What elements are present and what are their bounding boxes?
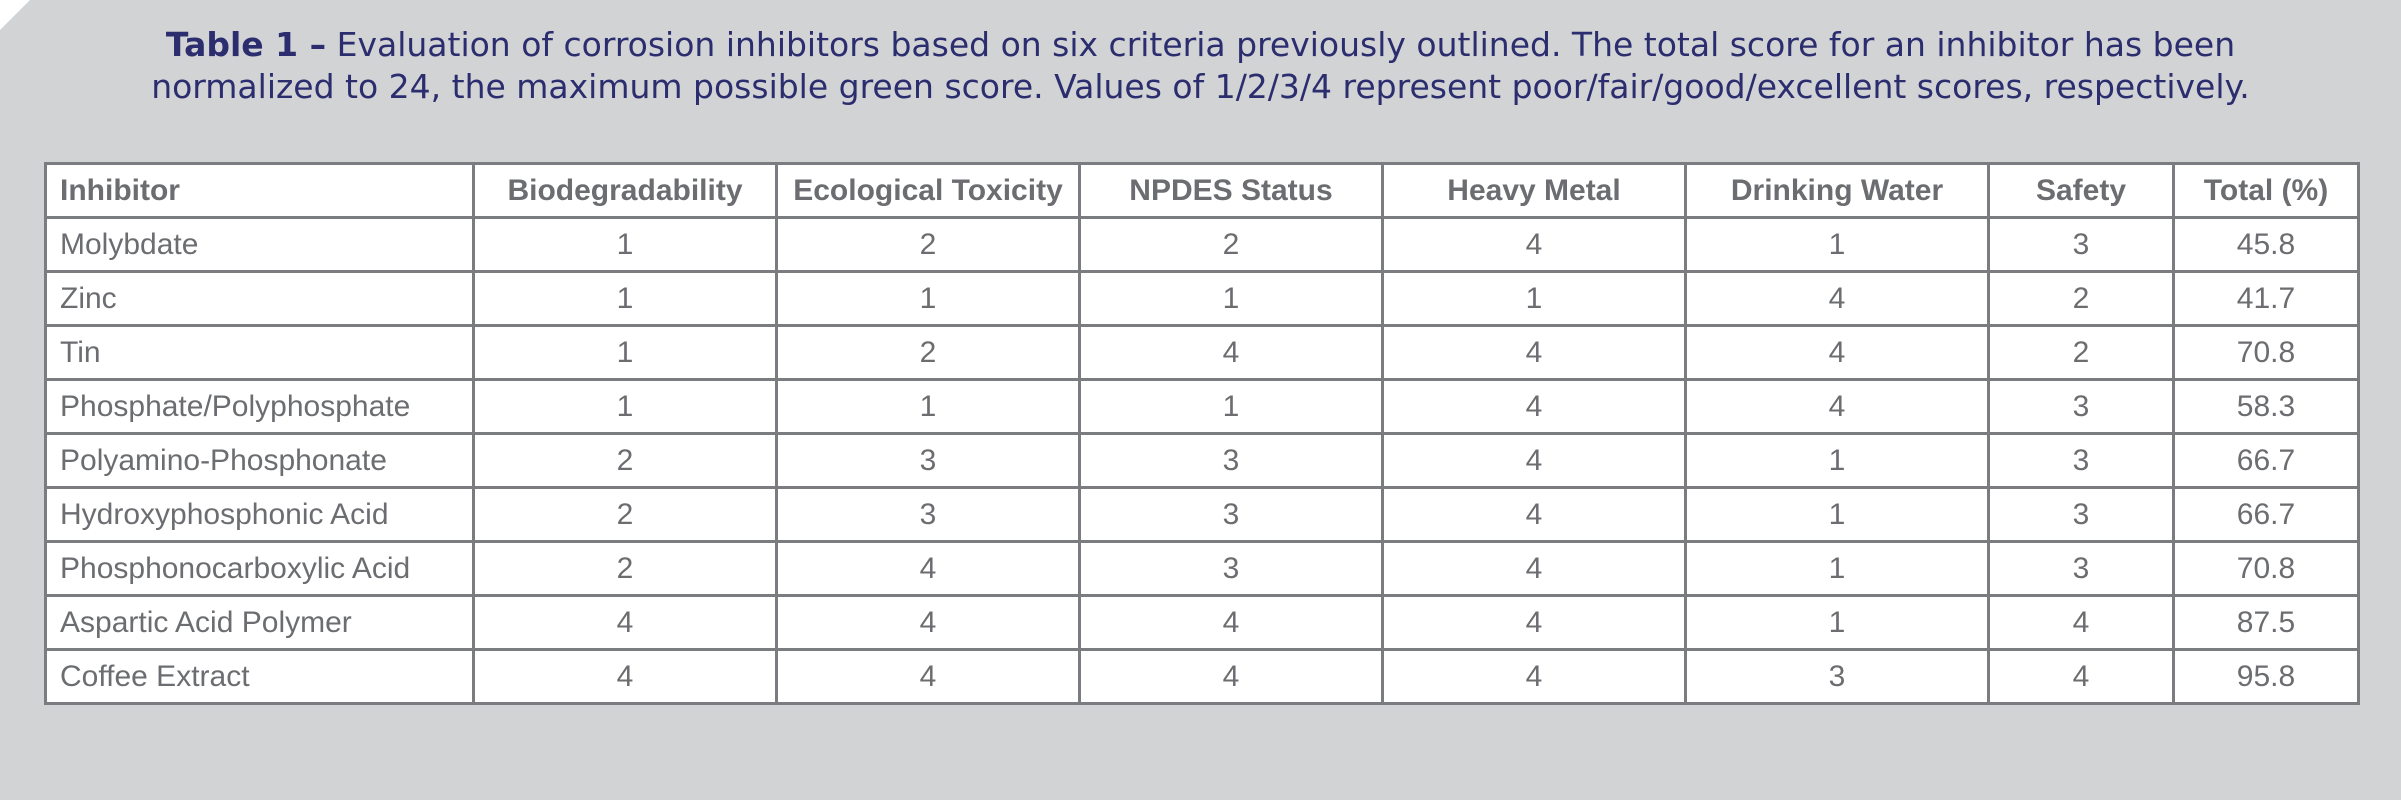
biodegradability-cell: 4 (472, 594, 778, 651)
drinking-water-cell: 4 (1684, 378, 1990, 435)
drinking-water-cell: 4 (1684, 270, 1990, 327)
ecological-toxicity-cell: 4 (775, 540, 1081, 597)
safety-cell: 3 (1987, 432, 2175, 489)
header-inhibitor: Inhibitor (44, 162, 475, 219)
heavy-metal-cell: 4 (1381, 324, 1687, 381)
drinking-water-cell: 1 (1684, 540, 1990, 597)
table-row: Tin 1 2 4 4 4 2 70.8 (44, 324, 2360, 381)
total-cell: 95.8 (2172, 648, 2360, 705)
npdes-status-cell: 4 (1078, 594, 1384, 651)
table-row: Phosphonocarboxylic Acid 2 4 3 4 1 3 70.… (44, 540, 2360, 597)
heavy-metal-cell: 4 (1381, 648, 1687, 705)
biodegradability-cell: 2 (472, 432, 778, 489)
npdes-status-cell: 4 (1078, 324, 1384, 381)
caption-line-1: Table 1 – Evaluation of corrosion inhibi… (0, 24, 2401, 66)
table-row: Hydroxyphosphonic Acid 2 3 3 4 1 3 66.7 (44, 486, 2360, 543)
heavy-metal-cell: 1 (1381, 270, 1687, 327)
drinking-water-cell: 1 (1684, 594, 1990, 651)
total-cell: 41.7 (2172, 270, 2360, 327)
npdes-status-cell: 4 (1078, 648, 1384, 705)
total-cell: 58.3 (2172, 378, 2360, 435)
ecological-toxicity-cell: 2 (775, 324, 1081, 381)
safety-cell: 4 (1987, 648, 2175, 705)
ecological-toxicity-cell: 3 (775, 486, 1081, 543)
header-biodegradability: Biodegradability (472, 162, 778, 219)
table-row: Aspartic Acid Polymer 4 4 4 4 1 4 87.5 (44, 594, 2360, 651)
safety-cell: 3 (1987, 486, 2175, 543)
inhibitor-name-cell: Polyamino-Phosphonate (44, 432, 475, 489)
ecological-toxicity-cell: 4 (775, 594, 1081, 651)
npdes-status-cell: 1 (1078, 378, 1384, 435)
npdes-status-cell: 3 (1078, 432, 1384, 489)
caption-label: Table 1 – (165, 25, 327, 64)
biodegradability-cell: 1 (472, 216, 778, 273)
header-safety: Safety (1987, 162, 2175, 219)
header-drinking-water: Drinking Water (1684, 162, 1990, 219)
npdes-status-cell: 1 (1078, 270, 1384, 327)
safety-cell: 3 (1987, 216, 2175, 273)
drinking-water-cell: 4 (1684, 324, 1990, 381)
table-row: Polyamino-Phosphonate 2 3 3 4 1 3 66.7 (44, 432, 2360, 489)
heavy-metal-cell: 4 (1381, 378, 1687, 435)
table-row: Molybdate 1 2 2 4 1 3 45.8 (44, 216, 2360, 273)
biodegradability-cell: 1 (472, 378, 778, 435)
npdes-status-cell: 3 (1078, 486, 1384, 543)
safety-cell: 3 (1987, 540, 2175, 597)
header-heavy-metal: Heavy Metal (1381, 162, 1687, 219)
safety-cell: 2 (1987, 270, 2175, 327)
biodegradability-cell: 1 (472, 324, 778, 381)
header-ecological-toxicity: Ecological Toxicity (775, 162, 1081, 219)
table-row: Zinc 1 1 1 1 4 2 41.7 (44, 270, 2360, 327)
npdes-status-cell: 2 (1078, 216, 1384, 273)
inhibitor-table: Inhibitor Biodegradability Ecological To… (44, 162, 2360, 705)
drinking-water-cell: 3 (1684, 648, 1990, 705)
biodegradability-cell: 2 (472, 540, 778, 597)
biodegradability-cell: 1 (472, 270, 778, 327)
table-caption: Table 1 – Evaluation of corrosion inhibi… (0, 24, 2401, 108)
table-row: Coffee Extract 4 4 4 4 3 4 95.8 (44, 648, 2360, 705)
heavy-metal-cell: 4 (1381, 594, 1687, 651)
caption-line-2: normalized to 24, the maximum possible g… (151, 67, 2250, 106)
ecological-toxicity-cell: 2 (775, 216, 1081, 273)
inhibitor-name-cell: Phosphate/Polyphosphate (44, 378, 475, 435)
heavy-metal-cell: 4 (1381, 486, 1687, 543)
total-cell: 70.8 (2172, 324, 2360, 381)
npdes-status-cell: 3 (1078, 540, 1384, 597)
header-total: Total (%) (2172, 162, 2360, 219)
inhibitor-name-cell: Tin (44, 324, 475, 381)
table-container: Inhibitor Biodegradability Ecological To… (44, 162, 2360, 705)
safety-cell: 4 (1987, 594, 2175, 651)
inhibitor-name-cell: Phosphonocarboxylic Acid (44, 540, 475, 597)
total-cell: 45.8 (2172, 216, 2360, 273)
safety-cell: 2 (1987, 324, 2175, 381)
biodegradability-cell: 2 (472, 486, 778, 543)
ecological-toxicity-cell: 1 (775, 378, 1081, 435)
total-cell: 66.7 (2172, 432, 2360, 489)
heavy-metal-cell: 4 (1381, 540, 1687, 597)
safety-cell: 3 (1987, 378, 2175, 435)
total-cell: 87.5 (2172, 594, 2360, 651)
biodegradability-cell: 4 (472, 648, 778, 705)
heavy-metal-cell: 4 (1381, 432, 1687, 489)
drinking-water-cell: 1 (1684, 486, 1990, 543)
total-cell: 66.7 (2172, 486, 2360, 543)
drinking-water-cell: 1 (1684, 432, 1990, 489)
header-npdes-status: NPDES Status (1078, 162, 1384, 219)
heavy-metal-cell: 4 (1381, 216, 1687, 273)
table-body: Molybdate 1 2 2 4 1 3 45.8 Zinc 1 1 1 1 … (44, 216, 2360, 705)
table-header-row: Inhibitor Biodegradability Ecological To… (44, 162, 2360, 219)
table-row: Phosphate/Polyphosphate 1 1 1 4 4 3 58.3 (44, 378, 2360, 435)
ecological-toxicity-cell: 3 (775, 432, 1081, 489)
caption-text: Evaluation of corrosion inhibitors based… (326, 25, 2236, 64)
inhibitor-name-cell: Aspartic Acid Polymer (44, 594, 475, 651)
inhibitor-name-cell: Hydroxyphosphonic Acid (44, 486, 475, 543)
inhibitor-name-cell: Zinc (44, 270, 475, 327)
drinking-water-cell: 1 (1684, 216, 1990, 273)
inhibitor-name-cell: Coffee Extract (44, 648, 475, 705)
inhibitor-name-cell: Molybdate (44, 216, 475, 273)
ecological-toxicity-cell: 4 (775, 648, 1081, 705)
ecological-toxicity-cell: 1 (775, 270, 1081, 327)
total-cell: 70.8 (2172, 540, 2360, 597)
